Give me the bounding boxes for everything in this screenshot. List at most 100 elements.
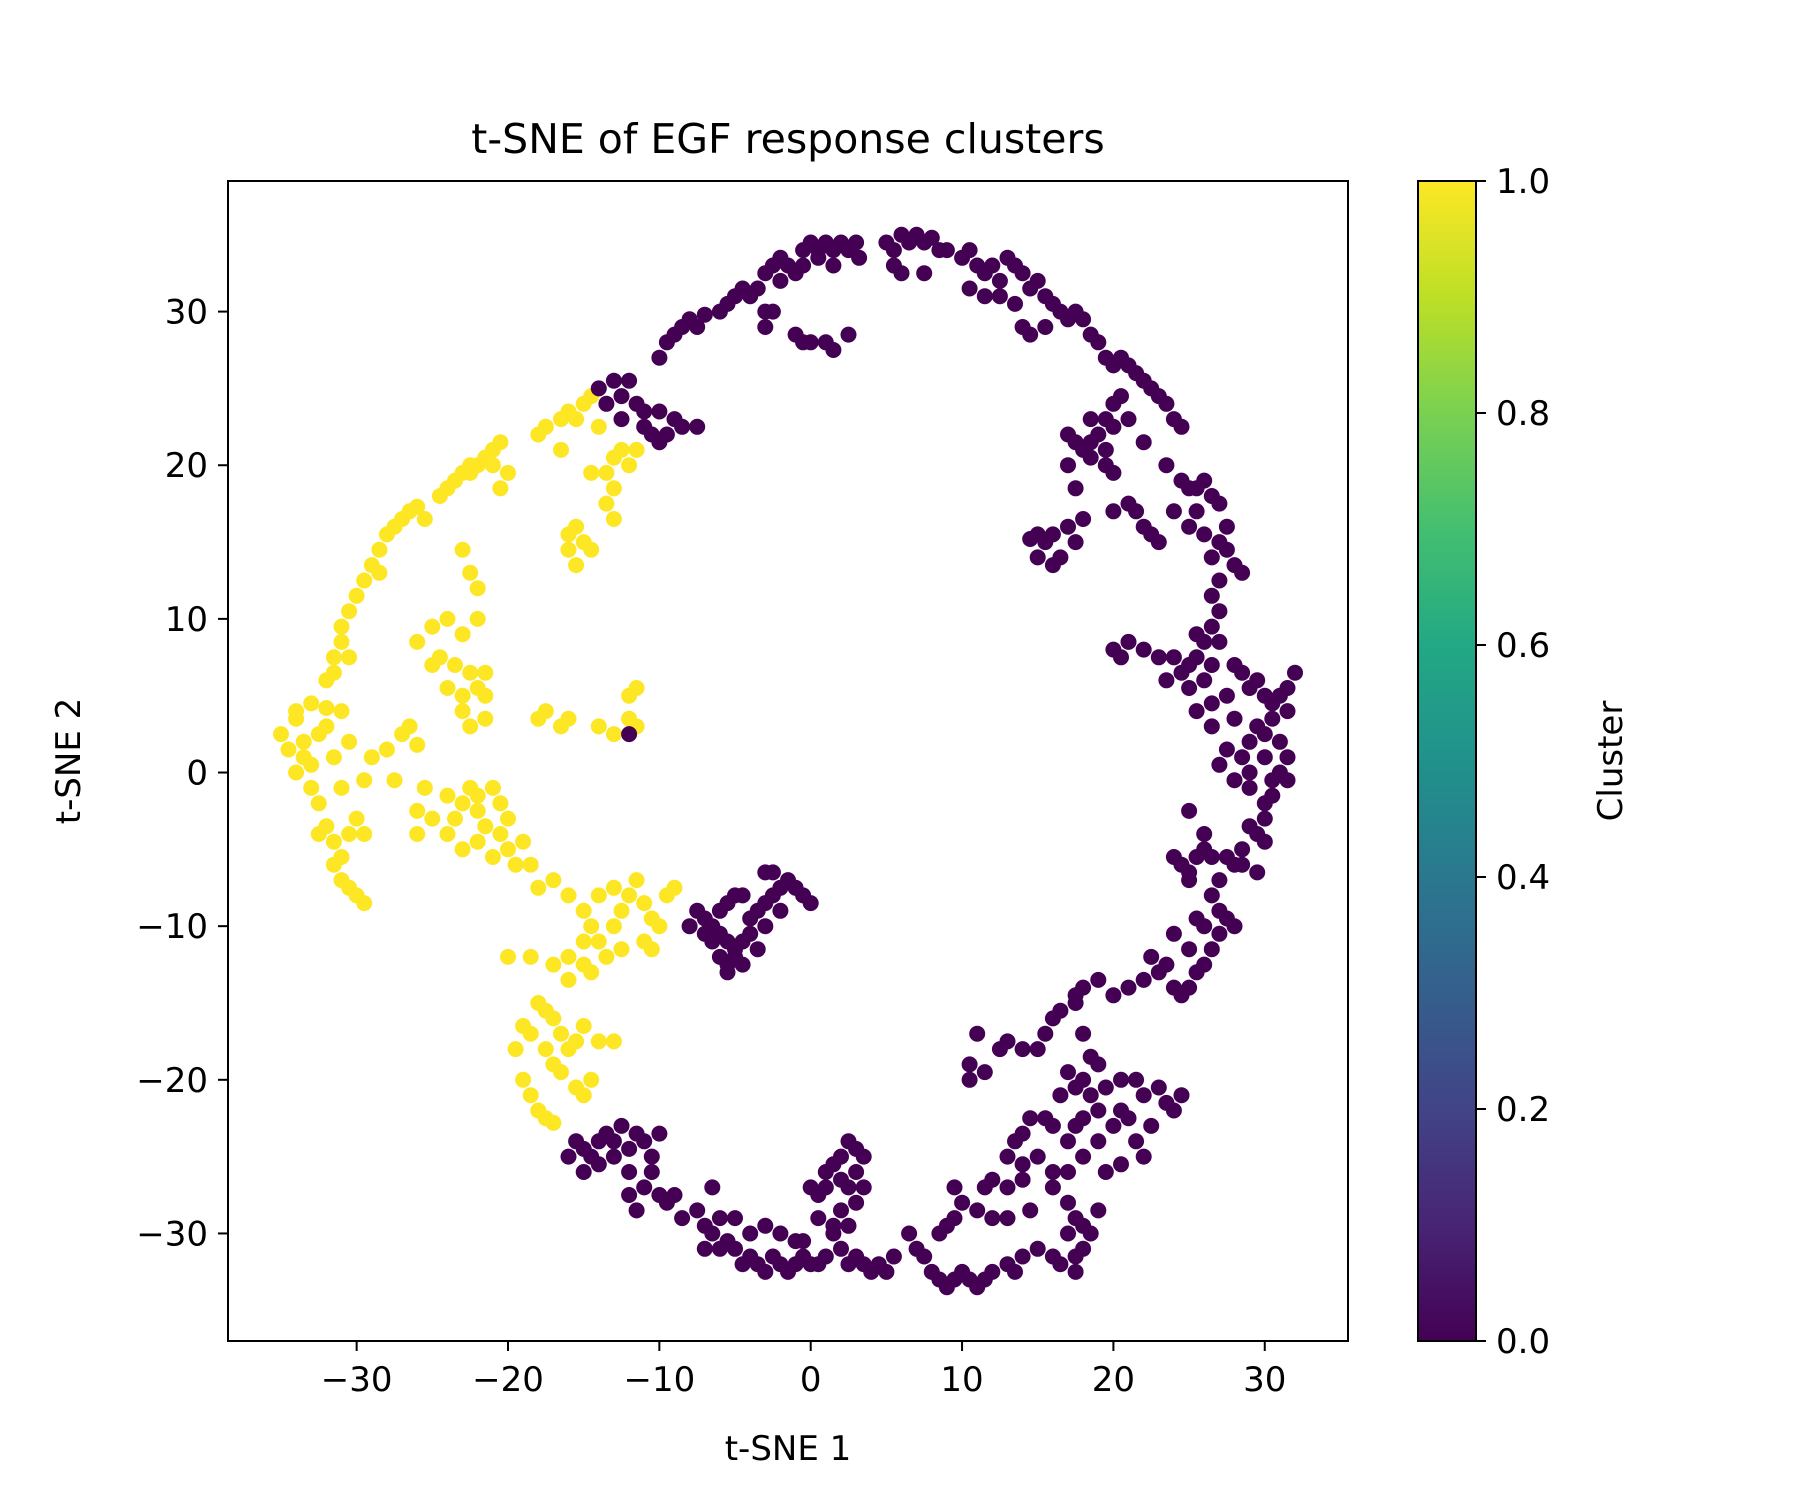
data-point-cluster-1 xyxy=(333,779,350,796)
data-point-cluster-0 xyxy=(1165,1102,1182,1119)
data-point-cluster-0 xyxy=(666,1187,683,1203)
data-point-cluster-0 xyxy=(636,1179,653,1196)
data-point-cluster-1 xyxy=(325,664,342,681)
data-point-cluster-0 xyxy=(1188,703,1205,720)
data-point-cluster-0 xyxy=(802,895,819,912)
data-point-cluster-0 xyxy=(1060,457,1076,474)
data-point-cluster-1 xyxy=(522,1025,539,1042)
data-point-cluster-0 xyxy=(734,1256,751,1273)
data-point-cluster-0 xyxy=(1203,941,1220,958)
data-point-cluster-0 xyxy=(1181,941,1198,958)
data-point-cluster-1 xyxy=(605,511,622,527)
data-point-cluster-1 xyxy=(500,948,516,965)
data-point-cluster-0 xyxy=(1256,749,1273,766)
data-point-cluster-1 xyxy=(454,626,471,643)
data-point-cluster-1 xyxy=(348,810,365,827)
data-point-cluster-0 xyxy=(1264,710,1281,727)
data-point-cluster-0 xyxy=(833,1148,849,1165)
colorbar-tick-label: 1.0 xyxy=(1496,162,1550,202)
y-tick-label: 0 xyxy=(186,754,208,794)
data-point-cluster-0 xyxy=(1173,418,1190,435)
data-point-cluster-1 xyxy=(348,587,365,604)
data-point-cluster-0 xyxy=(1241,818,1258,835)
data-point-cluster-1 xyxy=(613,941,630,958)
data-point-cluster-0 xyxy=(1060,1133,1076,1150)
data-point-cluster-0 xyxy=(999,1256,1016,1273)
data-point-cluster-1 xyxy=(409,498,426,515)
data-point-cluster-0 xyxy=(1135,434,1152,451)
data-point-cluster-0 xyxy=(1279,772,1296,789)
data-point-cluster-0 xyxy=(742,925,759,942)
data-point-cluster-0 xyxy=(1203,695,1220,712)
data-point-cluster-1 xyxy=(484,849,501,865)
data-point-cluster-1 xyxy=(628,872,645,889)
data-point-cluster-0 xyxy=(605,1148,622,1165)
data-point-cluster-0 xyxy=(1287,664,1303,681)
data-point-cluster-0 xyxy=(1067,1079,1084,1096)
data-point-cluster-0 xyxy=(1203,657,1220,673)
data-point-cluster-0 xyxy=(1165,925,1182,942)
data-point-cluster-1 xyxy=(590,418,607,435)
data-point-cluster-0 xyxy=(711,948,728,965)
data-point-cluster-0 xyxy=(961,1071,978,1088)
data-point-cluster-0 xyxy=(628,1202,645,1219)
data-point-cluster-1 xyxy=(575,902,592,919)
y-tick-label: −20 xyxy=(136,1061,208,1101)
data-point-cluster-1 xyxy=(409,633,426,650)
data-point-cluster-0 xyxy=(795,257,812,274)
data-point-cluster-0 xyxy=(1196,826,1213,842)
data-point-cluster-0 xyxy=(621,372,638,389)
data-point-cluster-1 xyxy=(598,948,615,965)
data-point-cluster-0 xyxy=(1075,311,1092,328)
data-point-cluster-1 xyxy=(621,457,638,474)
data-point-cluster-0 xyxy=(961,242,978,259)
data-point-cluster-0 xyxy=(855,1148,872,1165)
data-point-cluster-0 xyxy=(1226,772,1243,789)
data-point-cluster-1 xyxy=(325,856,342,873)
data-point-cluster-0 xyxy=(1256,810,1273,827)
data-point-cluster-1 xyxy=(568,411,585,428)
data-point-cluster-1 xyxy=(590,1033,607,1050)
data-point-cluster-0 xyxy=(833,1171,849,1188)
data-point-cluster-1 xyxy=(537,703,554,720)
data-point-cluster-1 xyxy=(333,703,350,720)
data-point-cluster-1 xyxy=(363,749,380,766)
data-point-cluster-1 xyxy=(454,841,471,858)
data-point-cluster-0 xyxy=(961,1056,978,1073)
y-tick-label: −30 xyxy=(136,1214,208,1254)
data-point-cluster-0 xyxy=(696,1240,713,1257)
x-tick-label: 10 xyxy=(940,1360,983,1400)
data-point-cluster-0 xyxy=(848,1194,865,1211)
data-point-cluster-0 xyxy=(1113,1156,1129,1173)
data-point-cluster-1 xyxy=(560,948,577,965)
data-point-cluster-1 xyxy=(333,633,350,650)
data-point-cluster-0 xyxy=(1090,334,1107,351)
data-point-cluster-1 xyxy=(310,795,327,812)
data-point-cluster-0 xyxy=(757,319,774,335)
data-point-cluster-1 xyxy=(477,664,494,681)
data-point-cluster-1 xyxy=(273,726,289,743)
data-point-cluster-0 xyxy=(1120,633,1137,650)
data-point-cluster-0 xyxy=(711,902,728,919)
data-point-cluster-1 xyxy=(507,1041,524,1058)
data-point-cluster-1 xyxy=(583,964,600,981)
data-point-cluster-0 xyxy=(1188,649,1205,666)
data-point-cluster-1 xyxy=(492,480,509,497)
data-point-cluster-0 xyxy=(1271,733,1288,750)
data-point-cluster-1 xyxy=(545,1114,562,1131)
data-point-cluster-0 xyxy=(1029,272,1046,289)
data-point-cluster-1 xyxy=(560,526,577,543)
data-point-cluster-0 xyxy=(1075,1148,1092,1165)
data-point-cluster-0 xyxy=(1105,395,1122,412)
data-point-cluster-1 xyxy=(492,826,509,842)
data-point-cluster-0 xyxy=(1022,531,1039,547)
data-point-cluster-1 xyxy=(447,657,463,673)
y-axis-label: t-SNE 2 xyxy=(49,698,89,825)
data-point-cluster-0 xyxy=(1165,503,1182,520)
data-point-cluster-0 xyxy=(1067,1263,1084,1280)
data-point-cluster-0 xyxy=(1067,987,1084,1004)
data-point-cluster-1 xyxy=(462,564,479,581)
data-point-cluster-0 xyxy=(1060,518,1076,535)
data-point-cluster-0 xyxy=(1037,1110,1054,1127)
data-point-cluster-0 xyxy=(1188,964,1205,981)
